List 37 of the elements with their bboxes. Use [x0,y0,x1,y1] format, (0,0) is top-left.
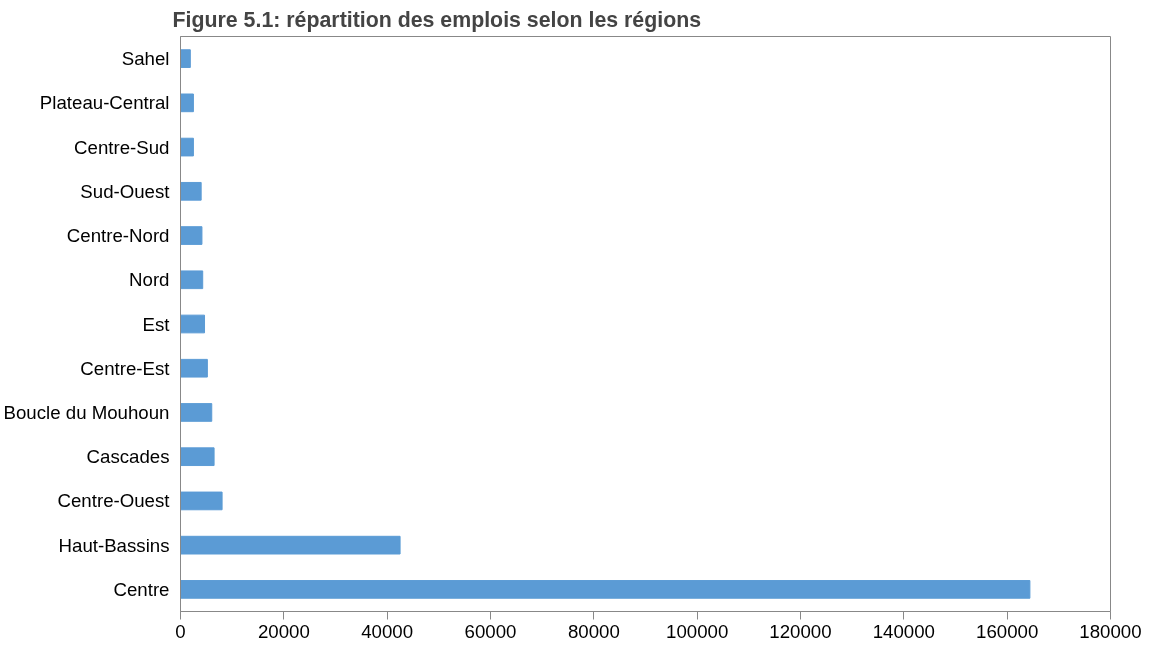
bar [180,535,401,555]
y-tick-label: Centre-Sud [74,136,170,158]
y-tick-label: Centre [113,578,170,600]
x-tick-label: 60000 [464,620,517,642]
y-tick-label: Cascades [86,446,170,468]
x-tick-label: 120000 [769,620,832,642]
bar [180,137,194,157]
y-tick-label: Nord [129,269,170,291]
bar [180,270,204,290]
y-tick-label: Est [142,313,171,335]
x-tick-label: 180000 [1079,620,1142,642]
y-tick-label: Centre-Est [80,357,171,379]
chart-title: Figure 5.1: répartition des emplois selon les régions [172,7,702,32]
y-tick-label: Boucle du Mouhoun [3,401,170,423]
y-tick-label: Haut-Bassins [58,534,170,556]
x-tick-label: 140000 [872,620,935,642]
bar [180,181,202,201]
bar [180,226,203,245]
bar [180,314,206,334]
x-tick-label: 80000 [567,620,620,642]
x-tick-label: 160000 [976,620,1039,642]
bar [180,403,213,422]
y-tick-label: Centre-Nord [66,225,170,247]
x-tick-label: 40000 [361,620,414,642]
bar [180,49,191,68]
y-tick-label: Sud-Ouest [80,180,171,202]
bar [180,491,223,511]
x-tick-label: 0 [175,620,186,642]
bar [180,447,215,467]
bar [180,580,1031,599]
y-tick-label: Centre-Ouest [57,490,171,512]
y-tick-label: Sahel [121,48,170,70]
x-tick-label: 100000 [666,620,729,642]
bar [180,93,194,113]
x-tick-label: 20000 [257,620,310,642]
bar [180,358,208,378]
y-tick-label: Plateau-Central [39,92,170,114]
